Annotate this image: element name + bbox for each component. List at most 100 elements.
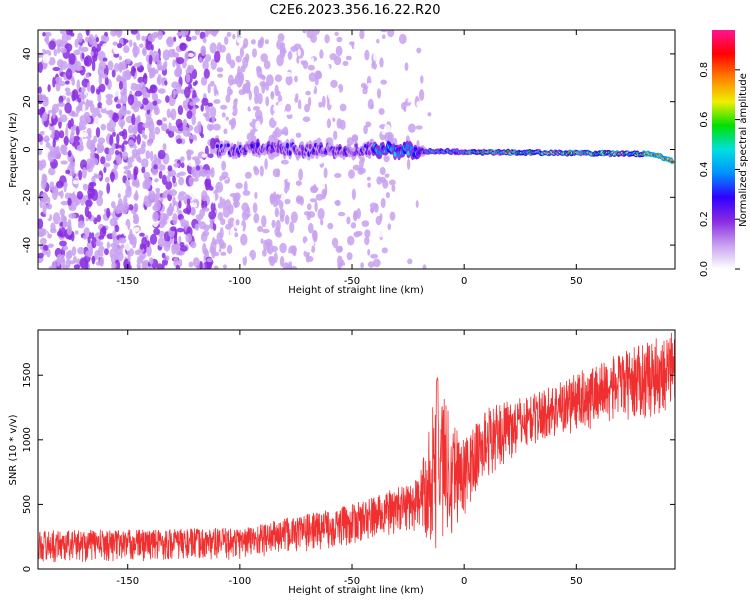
heatmap-cell xyxy=(379,167,386,175)
heatmap-cell xyxy=(90,84,95,94)
heatmap-cell xyxy=(275,193,281,206)
heatmap-cell xyxy=(239,47,244,58)
heatmap-cell xyxy=(284,214,290,225)
heatmap-cell xyxy=(238,123,244,134)
heatmap-cell xyxy=(141,260,147,269)
heatmap-cell xyxy=(407,98,412,103)
heatmap-cell xyxy=(273,105,277,112)
heatmap-cell xyxy=(247,31,254,37)
heatmap-cell xyxy=(65,91,73,96)
heatmap-cell xyxy=(250,39,256,45)
heatmap-cell xyxy=(104,76,109,86)
heatmap-cell xyxy=(59,240,67,247)
heatmap-cell xyxy=(83,111,90,119)
heatmap-cell xyxy=(387,223,392,231)
heatmap-cell xyxy=(128,139,134,146)
heatmap-cell xyxy=(309,198,317,203)
heatmap-cell xyxy=(216,67,224,73)
heatmap-cell xyxy=(381,247,388,254)
heatmap-cell xyxy=(96,195,104,207)
heatmap-cell xyxy=(105,153,112,162)
heatmap-cell xyxy=(96,214,102,223)
heatmap-cell xyxy=(130,82,138,91)
colorbar-tick-label: 0.8 xyxy=(699,62,710,78)
heatmap-cell xyxy=(60,47,67,54)
heatmap-cell xyxy=(327,88,333,100)
heatmap-cell xyxy=(60,60,68,70)
heatmap-cell xyxy=(178,235,182,244)
heatmap-cell xyxy=(125,179,130,188)
heatmap-cell xyxy=(188,176,194,187)
heatmap-cell xyxy=(143,171,151,180)
heatmap-cell xyxy=(134,90,143,97)
heatmap-cell xyxy=(149,233,158,245)
heatmap-cell xyxy=(165,255,170,261)
heatmap-cell xyxy=(405,105,411,111)
heatmap-cell xyxy=(98,190,103,199)
heatmap-cell xyxy=(406,158,411,170)
heatmap-cell xyxy=(330,79,338,88)
heatmap-cell xyxy=(214,50,221,63)
heatmap-cell xyxy=(192,97,200,103)
heatmap-cell xyxy=(76,191,83,200)
heatmap-cell xyxy=(116,157,123,165)
colorbar-ticks: 0.0 0.2 0.4 0.6 0.8 xyxy=(699,62,740,277)
heatmap-cell xyxy=(213,123,221,131)
heatmap-cell xyxy=(109,249,114,259)
heatmap-cell xyxy=(229,94,234,100)
heatmap-cell xyxy=(331,237,339,248)
heatmap-cell xyxy=(385,192,390,199)
heatmap-cell xyxy=(334,31,339,36)
heatmap-cell xyxy=(313,115,318,124)
heatmap-cell xyxy=(286,253,294,262)
heatmap-cell xyxy=(173,162,180,168)
heatmap-cell xyxy=(172,90,180,95)
heatmap-cell xyxy=(390,75,399,88)
heatmap-cell xyxy=(333,222,342,231)
heatmap-cell xyxy=(83,234,87,240)
heatmap-cell xyxy=(337,211,346,217)
x-tick-label: 0 xyxy=(461,576,467,587)
heatmap-cell xyxy=(95,240,100,246)
heatmap-cell xyxy=(352,60,358,67)
heatmap-cell xyxy=(153,107,160,116)
heatmap-cell xyxy=(242,255,247,266)
heatmap-cell xyxy=(237,101,245,109)
heatmap-cell xyxy=(187,161,196,167)
heatmap-cell xyxy=(260,238,264,244)
heatmap-cell xyxy=(242,190,251,196)
heatmap-cell xyxy=(189,101,197,106)
heatmap-cell xyxy=(335,45,343,57)
heatmap-cell xyxy=(171,125,177,133)
heatmap-cell xyxy=(253,165,258,172)
heatmap-cell xyxy=(73,264,81,269)
heatmap-cell xyxy=(147,34,156,43)
colorbar: 0.0 0.2 0.4 0.6 0.8 Normalized spectral ampl… xyxy=(699,30,749,277)
heatmap-cell xyxy=(154,126,161,135)
heatmap-cell xyxy=(141,129,145,138)
heatmap-cell xyxy=(172,196,176,207)
heatmap-cell xyxy=(164,80,168,86)
heatmap-cell xyxy=(178,171,186,176)
heatmap-cell xyxy=(157,149,166,160)
heatmap-cell xyxy=(335,199,341,207)
heatmap-cell xyxy=(88,34,95,45)
heatmap-cell xyxy=(127,94,135,106)
heatmap-cell xyxy=(52,66,61,72)
heatmap-cell xyxy=(163,213,169,221)
colorbar-tick-label: 0.6 xyxy=(699,112,710,128)
heatmap-cell xyxy=(99,227,107,238)
heatmap-cell xyxy=(189,134,196,140)
heatmap-cell xyxy=(139,243,144,250)
heatmap-cell xyxy=(43,244,49,251)
y-tick-label: -20 xyxy=(22,189,33,205)
heatmap-cell xyxy=(359,30,365,40)
heatmap-cell xyxy=(67,197,72,206)
heatmap-cell xyxy=(363,124,368,135)
heatmap-cell xyxy=(111,230,117,241)
heatmap-cell xyxy=(203,256,207,264)
heatmap-cell xyxy=(156,77,161,84)
heatmap-cell xyxy=(163,241,171,252)
y-tick-label: 1000 xyxy=(22,427,33,452)
heatmap-cell xyxy=(201,97,209,106)
